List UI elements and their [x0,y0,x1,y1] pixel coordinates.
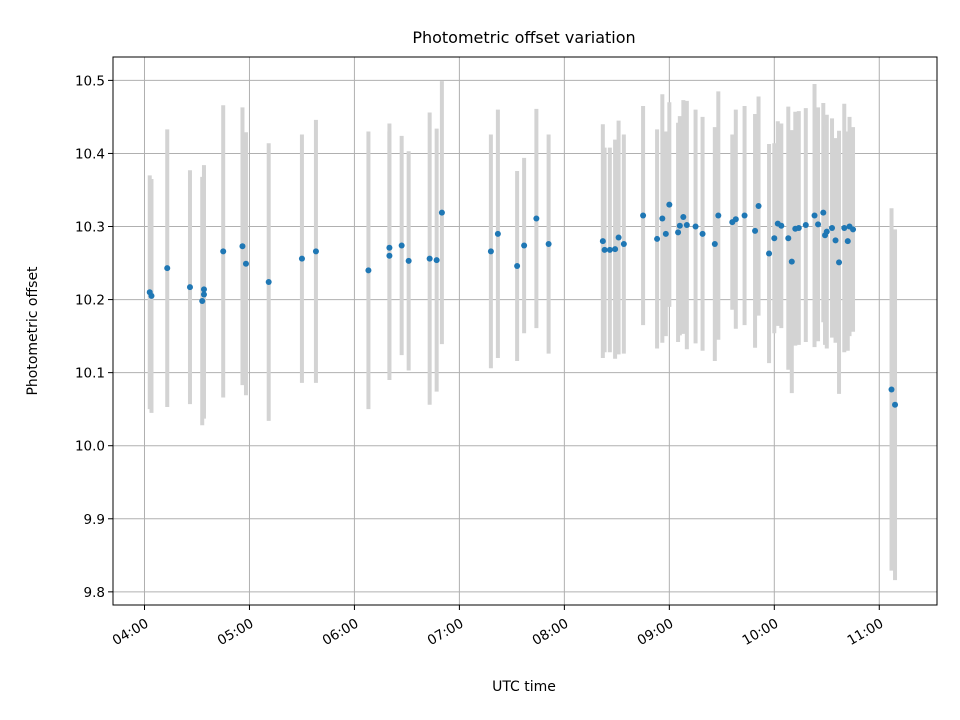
y-tick-label: 10.4 [75,146,105,162]
data-point [164,265,171,272]
y-tick-label: 9.8 [84,585,105,601]
data-point [711,241,718,248]
data-points [146,201,899,408]
data-point [692,223,699,230]
data-point [715,212,722,219]
data-point [200,286,207,293]
data-point [487,248,494,255]
data-point [785,235,792,242]
data-point [841,224,848,231]
data-point [200,291,207,298]
data-point [732,216,739,223]
data-point [640,212,647,219]
data-point [741,212,748,219]
data-point [365,267,372,274]
y-tick-label: 10.0 [75,439,105,455]
data-point [386,244,393,251]
data-point [680,214,687,221]
x-tick-label: 07:00 [425,616,467,649]
data-point [662,230,669,237]
x-tick-label: 11:00 [845,616,887,649]
data-point [836,259,843,266]
data-point [386,252,393,259]
data-point [823,228,830,235]
data-point [405,257,412,264]
data-point [220,248,227,255]
data-point [766,250,773,257]
y-axis: 9.8 9.9 10.0 10.1 10.2 10.3 10.4 10.5 [75,73,113,601]
data-point [755,203,762,210]
data-point [239,243,246,250]
data-point [888,386,895,393]
x-tick-label: 10:00 [740,616,782,649]
data-point [242,260,249,267]
data-point [811,212,818,219]
error-bars [147,81,898,581]
data-point [265,279,272,286]
data-point [533,215,540,222]
data-point [426,255,433,262]
data-point [298,255,305,262]
data-point [829,224,836,231]
data-point [788,258,795,265]
data-point [148,292,155,299]
y-tick-label: 10.3 [75,220,105,236]
x-axis: 04:00 05:00 06:00 07:00 08:00 09:00 10:00 11:00 [110,605,886,649]
data-point [521,242,528,249]
data-point [832,237,839,244]
y-tick-label: 10.2 [75,293,105,309]
chart-title: Photometric offset variation [412,28,635,47]
data-point [599,238,606,245]
plot-frame [112,56,938,606]
data-point [199,298,206,305]
data-point [850,226,857,233]
data-point [545,241,552,248]
data-point [312,248,319,255]
data-point [666,201,673,208]
data-point [699,230,706,237]
y-tick-label: 10.5 [75,73,105,89]
data-point [494,230,501,237]
data-point [820,209,827,216]
x-tick-label: 08:00 [530,616,572,649]
data-point [606,246,613,253]
data-point [398,242,405,249]
y-axis-label: Photometric offset [25,266,41,396]
x-axis-label: UTC time [492,679,556,695]
x-tick-label: 04:00 [110,616,152,649]
data-point [752,227,759,234]
data-point [186,284,193,291]
data-point [620,241,627,248]
x-tick-label: 09:00 [635,616,677,649]
data-point [675,229,682,236]
data-point [778,222,785,229]
data-point [659,215,666,222]
x-tick-label: 05:00 [215,616,257,649]
data-point [612,246,619,253]
y-tick-label: 10.1 [75,366,105,382]
data-point [683,222,690,229]
data-point [601,246,608,253]
data-point [815,221,822,228]
data-point [844,238,851,245]
data-point [654,235,661,242]
data-point [795,224,802,231]
data-point [438,209,445,216]
data-point [676,222,683,229]
y-tick-label: 9.9 [84,512,105,528]
data-point [615,234,622,241]
data-point [771,235,778,242]
data-point [802,222,809,229]
data-point [433,257,440,264]
data-point [514,262,521,269]
x-tick-label: 06:00 [320,616,362,649]
data-point [892,401,899,408]
